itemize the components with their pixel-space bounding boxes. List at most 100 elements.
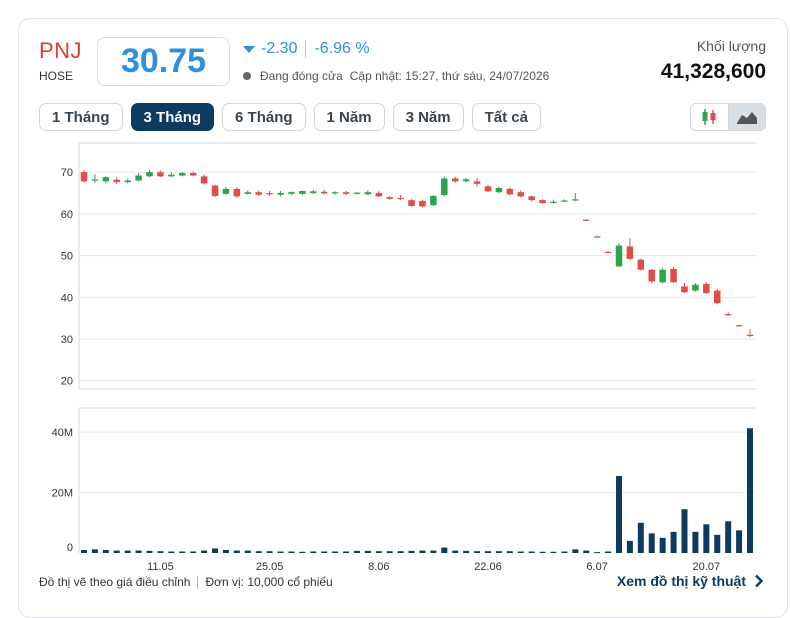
period-tabs: 1 Tháng 3 Tháng 6 Tháng 1 Năm 3 Năm Tất … xyxy=(39,103,549,131)
candle-body xyxy=(626,246,634,259)
candle-body xyxy=(419,200,426,207)
volume-bar xyxy=(168,551,175,553)
candle-body xyxy=(637,259,645,270)
technical-chart-link[interactable]: Xem đồ thị kỹ thuật xyxy=(617,573,766,589)
volume-bar xyxy=(157,551,164,553)
chart-view-toggle xyxy=(690,103,766,131)
volume-bar xyxy=(528,551,535,553)
tab-3-years[interactable]: 3 Năm xyxy=(392,103,464,131)
candle-body xyxy=(113,179,121,183)
volume-value: 41,328,600 xyxy=(660,60,766,83)
candle-body xyxy=(157,172,164,177)
volume-bar xyxy=(397,551,404,553)
adjusted-price-note: Đồ thị vẽ theo giá điều chỉnh xyxy=(39,575,191,589)
candle-body xyxy=(506,188,514,195)
candle-body xyxy=(211,185,219,196)
candle-body xyxy=(462,179,470,182)
candle-body xyxy=(331,192,339,194)
candle-body xyxy=(200,176,208,184)
exchange-label: HOSE xyxy=(39,69,74,83)
volume-bar xyxy=(332,551,339,553)
volume-bar xyxy=(659,537,666,553)
volume-bar xyxy=(419,550,426,553)
tab-1-month[interactable]: 1 Tháng xyxy=(39,103,123,131)
volume-label: Khối lượng xyxy=(696,38,766,54)
volume-bar xyxy=(179,551,186,553)
volume-bar xyxy=(681,509,688,553)
candle-body xyxy=(692,284,699,291)
candle-body xyxy=(615,245,623,267)
volume-bar xyxy=(321,551,328,553)
tab-1-year[interactable]: 1 Năm xyxy=(313,103,385,131)
candle-body xyxy=(342,192,350,194)
volume-bar xyxy=(637,522,644,553)
candle-body xyxy=(408,200,415,206)
volume-bar xyxy=(594,552,601,554)
price-tick-label: 40 xyxy=(61,292,73,304)
volume-bar xyxy=(703,524,710,553)
volume-bar xyxy=(212,548,219,553)
volume-bar xyxy=(484,551,491,553)
candle-body xyxy=(604,251,612,254)
date-tick-label: 22.06 xyxy=(474,561,502,573)
candle-body xyxy=(593,236,601,238)
tab-6-months[interactable]: 6 Tháng xyxy=(222,103,306,131)
volume-bar xyxy=(539,551,546,553)
candle-body xyxy=(320,191,328,194)
candle-body xyxy=(386,197,393,199)
divider xyxy=(305,40,307,58)
volume-bar xyxy=(517,551,524,553)
area-chart-icon xyxy=(736,112,757,124)
volume-bar xyxy=(572,549,579,553)
chart-footnotes: Đồ thị vẽ theo giá điều chỉnh Đơn vị: 10… xyxy=(39,575,333,589)
price-tick-label: 30 xyxy=(61,334,73,346)
volume-bar xyxy=(364,550,371,553)
candle-body xyxy=(572,199,579,201)
volume-bar xyxy=(670,531,677,553)
date-tick-label: 20.07 xyxy=(693,561,721,573)
candle-body xyxy=(517,192,524,197)
chevron-right-icon xyxy=(755,574,764,588)
date-tick-label: 25.05 xyxy=(256,561,284,573)
volume-bar xyxy=(299,551,306,553)
candle-body xyxy=(102,177,110,182)
candle-body xyxy=(681,286,688,293)
technical-chart-link-label: Xem đồ thị kỹ thuật xyxy=(616,573,746,589)
candlestick-view-button[interactable] xyxy=(691,104,728,130)
volume-bar xyxy=(102,549,109,553)
volume-bar xyxy=(255,551,262,553)
volume-bar xyxy=(463,550,470,553)
candlestick-icon xyxy=(702,109,716,125)
volume-bar xyxy=(561,551,568,553)
candle-body xyxy=(255,192,262,195)
candle-body xyxy=(484,186,492,192)
tab-all[interactable]: Tất cả xyxy=(471,103,541,131)
volume-bar xyxy=(375,551,382,553)
change-percent: -6.96 % xyxy=(314,40,370,57)
volume-bar xyxy=(81,549,87,553)
volume-bar xyxy=(91,549,98,553)
price-tick-label: 20 xyxy=(61,376,73,388)
candle-body xyxy=(310,191,317,194)
candle-body xyxy=(244,192,252,194)
candle-body xyxy=(713,290,721,304)
update-time: Cập nhật: 15:27, thứ sáu, 24/07/2026 xyxy=(349,69,550,83)
candle-body xyxy=(430,195,437,206)
volume-tick-label: 40M xyxy=(52,427,73,439)
volume-bar xyxy=(353,550,360,553)
area-view-button[interactable] xyxy=(727,104,765,130)
unit-note: Đơn vị: 10,000 cổ phiếu xyxy=(205,575,333,589)
divider xyxy=(197,575,199,589)
candle-body xyxy=(124,180,131,183)
candle-body xyxy=(168,174,175,177)
price-tick-label: 70 xyxy=(61,167,73,179)
tab-3-months[interactable]: 3 Tháng xyxy=(130,103,215,131)
volume-bar xyxy=(725,521,732,553)
volume-bar xyxy=(714,534,721,553)
volume-bar xyxy=(430,550,437,553)
volume-bar xyxy=(310,551,317,553)
volume-bar xyxy=(495,551,502,553)
volume-bar xyxy=(474,551,481,553)
candle-body xyxy=(703,283,710,294)
candle-body xyxy=(735,325,743,327)
